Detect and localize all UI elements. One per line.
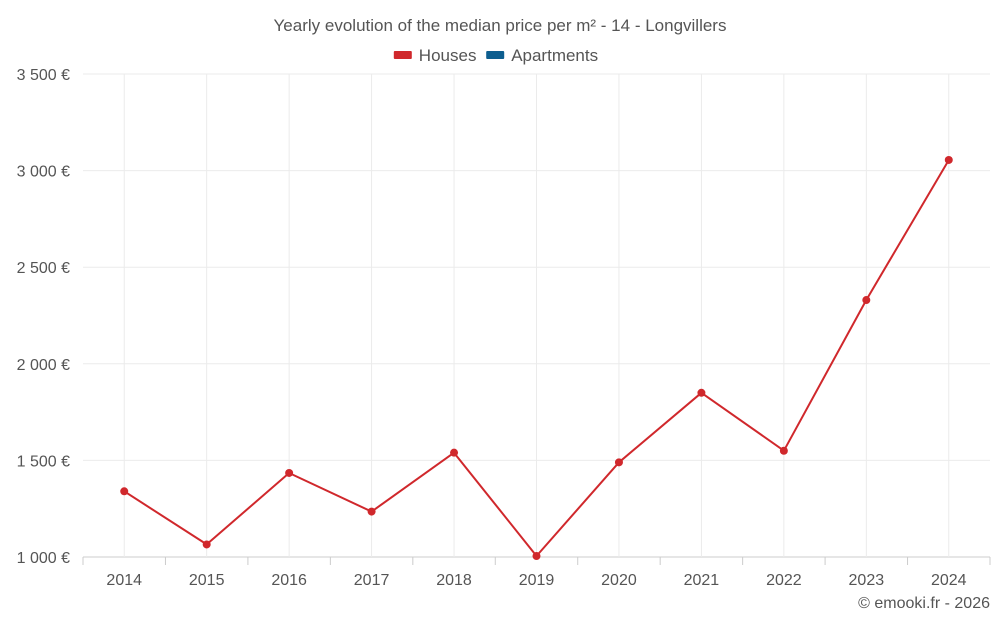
legend: Houses Apartments bbox=[393, 46, 598, 65]
x-tick-label: 2021 bbox=[684, 572, 720, 589]
x-tick-label: 2015 bbox=[189, 572, 225, 589]
series-layer bbox=[120, 155, 953, 561]
y-tick-label: 2 000 € bbox=[17, 357, 70, 374]
x-tick-label: 2019 bbox=[519, 572, 555, 589]
x-tick-label: 2022 bbox=[766, 572, 802, 589]
houses-point bbox=[532, 552, 541, 561]
legend-swatch-apartments bbox=[486, 51, 505, 59]
y-tick-label: 3 000 € bbox=[17, 164, 70, 181]
y-tick-label: 3 500 € bbox=[17, 67, 70, 84]
x-tick-label: 2023 bbox=[849, 572, 885, 589]
houses-point bbox=[120, 487, 129, 496]
legend-label-houses: Houses bbox=[419, 46, 477, 65]
x-axis: 2014 2015 2016 2017 2018 2019 2020 2021 2022 2023… bbox=[82, 557, 991, 589]
x-tick-label: 2017 bbox=[354, 572, 390, 589]
y-tick-label: 1 500 € bbox=[17, 453, 70, 470]
houses-point bbox=[697, 388, 706, 397]
houses-point bbox=[779, 446, 788, 455]
y-tick-label: 1 000 € bbox=[17, 550, 70, 567]
houses-point bbox=[614, 458, 623, 467]
houses-point bbox=[202, 540, 211, 549]
x-tick-label: 2014 bbox=[106, 572, 142, 589]
x-tick-label: 2024 bbox=[931, 572, 967, 589]
chart-title: Yearly evolution of the median price per… bbox=[274, 16, 727, 35]
houses-point bbox=[450, 448, 459, 457]
houses-point bbox=[367, 507, 376, 516]
x-tick-label: 2016 bbox=[271, 572, 307, 589]
y-axis: 1 000 € 1 500 € 2 000 € 2 500 € 3 000 € 3 500… bbox=[17, 67, 70, 567]
houses-point bbox=[862, 296, 871, 305]
houses-point bbox=[944, 155, 953, 164]
houses-point bbox=[285, 468, 294, 477]
legend-label-apartments: Apartments bbox=[511, 46, 598, 65]
grid bbox=[83, 73, 990, 558]
x-tick-label: 2018 bbox=[436, 572, 472, 589]
x-tick-label: 2020 bbox=[601, 572, 637, 589]
y-tick-label: 2 500 € bbox=[17, 260, 70, 277]
credit-text: © emooki.fr - 2026 bbox=[858, 595, 990, 612]
legend-swatch-houses bbox=[393, 51, 412, 59]
